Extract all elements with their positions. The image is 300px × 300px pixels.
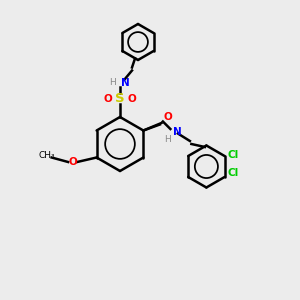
Text: O: O bbox=[128, 94, 136, 104]
Text: H: H bbox=[164, 135, 170, 144]
Text: S: S bbox=[115, 92, 125, 106]
Text: O: O bbox=[68, 157, 77, 167]
Text: CH₃: CH₃ bbox=[39, 152, 56, 160]
Text: N: N bbox=[122, 77, 130, 88]
Text: O: O bbox=[103, 94, 112, 104]
Text: Cl: Cl bbox=[228, 169, 239, 178]
Text: N: N bbox=[173, 127, 182, 137]
Text: Cl: Cl bbox=[228, 149, 239, 160]
Text: O: O bbox=[163, 112, 172, 122]
Text: H: H bbox=[109, 78, 116, 87]
